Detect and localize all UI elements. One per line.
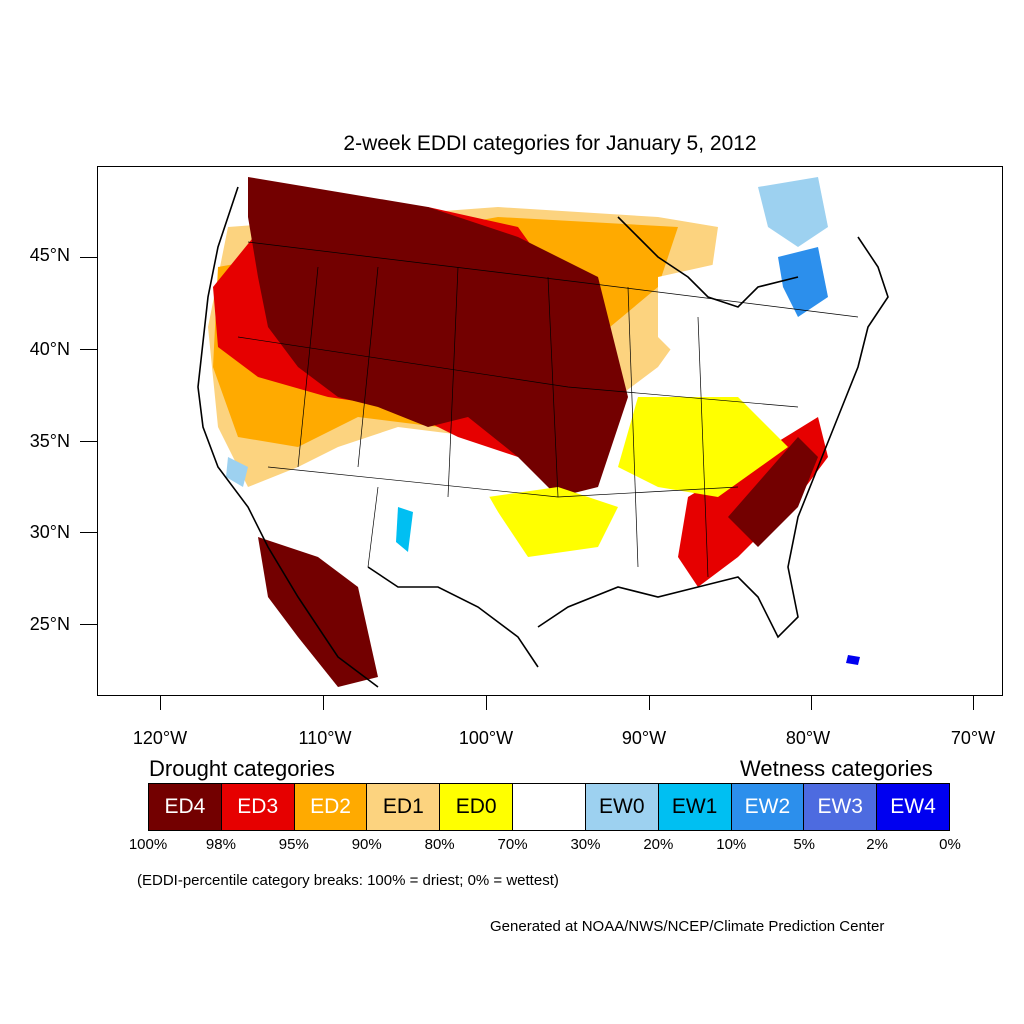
- percentile-label: 20%: [643, 836, 674, 853]
- category-legend: ED4 ED3 ED2 ED1 ED0 EW0 EW1 EW2 EW3 EW4: [148, 783, 950, 831]
- percentile-label: 30%: [570, 836, 601, 853]
- category-note: (EDDI-percentile category breaks: 100% =…: [137, 872, 559, 889]
- legend-ed2: ED2: [294, 784, 368, 830]
- wetness-heading: Wetness categories: [740, 756, 933, 781]
- map-title: 2-week EDDI categories for January 5, 20…: [343, 132, 757, 155]
- legend-ed0: ED0: [440, 784, 514, 830]
- percentile-label: 2%: [866, 836, 888, 853]
- lat-tick: [80, 349, 97, 350]
- ed4-region-plains: [248, 177, 628, 497]
- legend-neutral: [513, 784, 586, 830]
- percentile-label: 5%: [793, 836, 816, 853]
- percentile-label: 0%: [939, 836, 961, 853]
- drought-heading: Drought categories: [149, 756, 335, 781]
- coastlines: [197, 186, 889, 688]
- lon-tick: [973, 696, 974, 710]
- percentile-label: 90%: [351, 836, 382, 853]
- percentile-label: 98%: [205, 836, 236, 853]
- lon-label-120: 120°W: [132, 728, 188, 748]
- eddi-map: [97, 166, 1003, 696]
- credit-text: Generated at NOAA/NWS/NCEP/Climate Predi…: [490, 918, 885, 935]
- legend-ew3: EW3: [804, 784, 878, 830]
- legend-ew2: EW2: [731, 784, 805, 830]
- lat-label-25: 25°N: [29, 614, 70, 634]
- lat-label-30: 30°N: [29, 522, 70, 542]
- lat-label-45: 45°N: [29, 245, 70, 265]
- lon-label-90: 90°W: [621, 728, 667, 748]
- ew0-region-west: [226, 457, 248, 487]
- legend-ew1: EW1: [658, 784, 732, 830]
- lat-label-35: 35°N: [29, 431, 70, 451]
- legend-ed4: ED4: [149, 784, 222, 830]
- legend-ed1: ED1: [367, 784, 441, 830]
- lat-tick: [80, 624, 97, 625]
- legend-ed3: ED3: [221, 784, 295, 830]
- percentile-label: 95%: [278, 836, 309, 853]
- ew0-region-canada: [758, 177, 828, 247]
- lon-tick: [323, 696, 324, 710]
- ed4-region-southeast: [728, 437, 818, 547]
- lon-tick: [649, 696, 650, 710]
- lat-tick: [80, 532, 97, 533]
- lon-tick: [160, 696, 161, 710]
- percentile-label: 100%: [128, 836, 168, 853]
- percentile-label: 10%: [716, 836, 747, 853]
- ed0-region-south: [488, 487, 618, 557]
- lon-tick: [811, 696, 812, 710]
- lon-label-100: 100°W: [458, 728, 514, 748]
- percentile-label: 80%: [424, 836, 455, 853]
- lat-tick: [80, 257, 97, 258]
- ew1-region-canada: [778, 247, 828, 317]
- lon-label-70: 70°W: [950, 728, 996, 748]
- ew1-region-newmexico: [396, 507, 413, 552]
- neutral-region-texas: [368, 477, 558, 667]
- lon-label-110: 110°W: [298, 728, 352, 748]
- lat-tick: [80, 441, 97, 442]
- state-borders: [237, 241, 859, 578]
- lon-label-80: 80°W: [785, 728, 831, 748]
- lon-tick: [486, 696, 487, 710]
- lat-label-40: 40°N: [29, 339, 70, 359]
- percentile-label: 70%: [497, 836, 528, 853]
- ew4-region-caribbean: [846, 655, 860, 665]
- map-canvas: [193, 167, 889, 695]
- legend-ew0: EW0: [585, 784, 659, 830]
- legend-ew4: EW4: [877, 784, 949, 830]
- ed4-region-southwest: [258, 537, 378, 687]
- neutral-region-lakes: [658, 257, 798, 377]
